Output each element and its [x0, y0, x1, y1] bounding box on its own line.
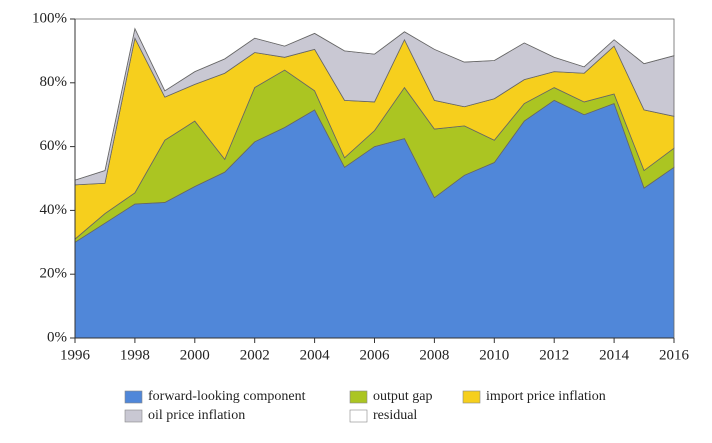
y-tick-label: 60%	[40, 138, 68, 154]
legend-label: output gap	[373, 389, 433, 404]
x-tick-label: 2010	[479, 347, 509, 363]
legend-swatch	[349, 390, 368, 404]
x-tick-label: 1996	[60, 347, 91, 363]
legend-label: import price inflation	[486, 389, 606, 404]
x-tick-label: 2012	[539, 347, 569, 363]
y-tick-label: 100%	[32, 10, 67, 26]
legend-label: oil price inflation	[148, 408, 245, 423]
x-tick-label: 2014	[599, 347, 630, 363]
x-tick-label: 2016	[659, 347, 690, 363]
x-tick-label: 2006	[360, 347, 391, 363]
y-tick-label: 40%	[40, 202, 68, 218]
area	[74, 18, 675, 181]
x-tick-label: 2000	[180, 347, 210, 363]
y-tick-label: 0%	[47, 329, 67, 345]
legend-swatch	[124, 409, 143, 423]
x-tick-label: 2002	[240, 347, 270, 363]
y-tick-label: 80%	[40, 74, 68, 90]
x-tick-label: 2008	[419, 347, 449, 363]
x-tick-label: 1998	[120, 347, 150, 363]
x-tick-label: 2004	[300, 347, 331, 363]
legend-swatch	[349, 409, 368, 423]
legend-swatch	[124, 390, 143, 404]
legend-label: residual	[373, 408, 417, 423]
legend-swatch	[462, 390, 481, 404]
legend-label: forward-looking component	[148, 389, 306, 404]
legend: forward-looking component output gap impor…	[124, 389, 606, 423]
y-tick-label: 20%	[40, 266, 68, 282]
